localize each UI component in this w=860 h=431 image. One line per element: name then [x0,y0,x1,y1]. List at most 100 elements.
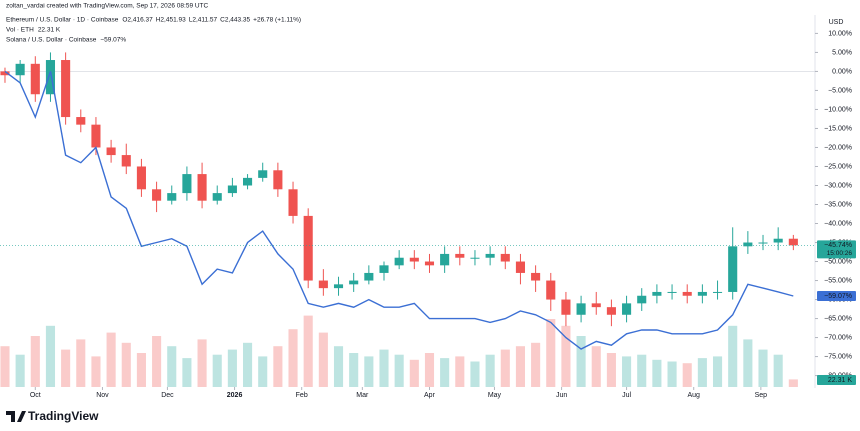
volume-bar [243,342,253,387]
legend-ohlc: +26.78 (+1.11%) [253,17,301,24]
y-tick-label: −15.00% [824,125,852,132]
legend-vol-value: 22.31 K [38,27,61,34]
candle-body [424,261,435,266]
candle-body [652,291,662,296]
candle-body [379,265,389,273]
candle-body [182,174,192,194]
volume-bar [288,329,298,387]
legend-sol: Solana / U.S. Dollar · Coinbase [6,37,97,44]
volume-bar [91,356,101,387]
candle-body [197,174,207,201]
y-tick-label: −75.00% [824,353,852,360]
candle-body [561,299,571,315]
y-tick-label: −30.00% [824,182,852,189]
x-tick-label: Nov [96,392,109,399]
volume-bar [106,332,116,387]
x-tick-label: Apr [424,392,436,399]
legend-eth: Ethereum / U.S. Dollar · 1D · Coinbase [6,17,119,24]
volume-bar [333,346,344,387]
y-tick-label: −40.00% [824,220,852,227]
x-tick-label: 2026 [227,392,243,399]
logo-icon [6,411,26,422]
last-price-box [817,240,856,259]
volume-bar [318,332,328,387]
volume-bar [788,379,798,387]
y-tick-label: −70.00% [824,334,852,341]
series-last-label: −59.07% [824,293,852,300]
candle-body [91,124,101,148]
candle-body [45,60,56,95]
volume-bar [167,346,177,387]
volume-bar [515,346,525,387]
volume-bar [712,356,723,387]
countdown: 15:00:26 [827,250,853,257]
header: zoltan_vardai created with TradingView.c… [6,3,209,10]
volume-bar [303,315,313,387]
volume-bar [394,354,404,387]
candle-body [30,63,40,95]
volume-bar [531,342,541,387]
x-tick-label: Sep [755,392,768,399]
candle-body [455,253,465,258]
candle-body [728,246,738,292]
candle-body [394,257,404,266]
candle-body [167,193,177,201]
candle-body [15,63,25,76]
volume-bar [182,358,192,387]
candle-body [136,166,146,190]
volume-bar [349,353,359,387]
candle-body [743,242,753,247]
volume-bar [576,336,586,387]
candle-body [273,170,283,190]
y-tick-label: −5.00% [828,87,852,94]
volume-bar [258,356,268,387]
volume-bar [121,342,131,387]
volume-bar [212,354,222,387]
volume-bar [15,354,25,387]
logo-text: TradingView [28,409,99,423]
candle-body [243,177,253,186]
volume-bar [591,346,601,387]
volume-layer [0,315,798,387]
candle-body [121,155,131,167]
candle-body [606,307,616,315]
volume-bar [152,336,162,387]
candle-body [333,284,344,289]
candle-body [697,291,707,296]
volume-bar [61,349,71,387]
y-tick-label: −65.00% [824,315,852,322]
volume-bar [637,354,647,387]
candle-body [364,272,374,281]
candle-body [0,71,10,76]
volume-bar [485,354,495,387]
volume-bar [379,349,389,387]
y-tick-label: −55.00% [824,277,852,284]
volume-bar [455,356,465,387]
volume-bar [667,361,677,387]
volume-bar [606,353,616,387]
candle-body [409,257,419,262]
y-tick-label: 0.00% [832,68,852,75]
x-tick-label: Oct [30,392,41,399]
volume-bar [561,325,571,387]
volume-bar [30,336,40,387]
y-tick-label: 5.00% [832,49,852,56]
candle-body [76,117,86,125]
legend-ohlc: L2,411.57 [189,17,218,24]
volume-bar [409,359,419,387]
y-tick-label: −20.00% [824,144,852,151]
legend: Ethereum / U.S. Dollar · 1D · Coinbase V… [6,17,126,44]
candle-body [546,280,556,300]
legend-sol-value: −59.07% [100,37,126,44]
volume-bar [45,325,56,387]
axis-unit: USD [829,19,844,26]
candle-body [106,147,116,156]
volume-bar [364,356,374,387]
x-tick-label: Dec [161,392,174,399]
legend-ohlc: C2,443.35 [220,17,250,24]
volume-bar [743,339,753,387]
volume-bar [0,346,10,387]
volume-last-box [817,375,856,385]
